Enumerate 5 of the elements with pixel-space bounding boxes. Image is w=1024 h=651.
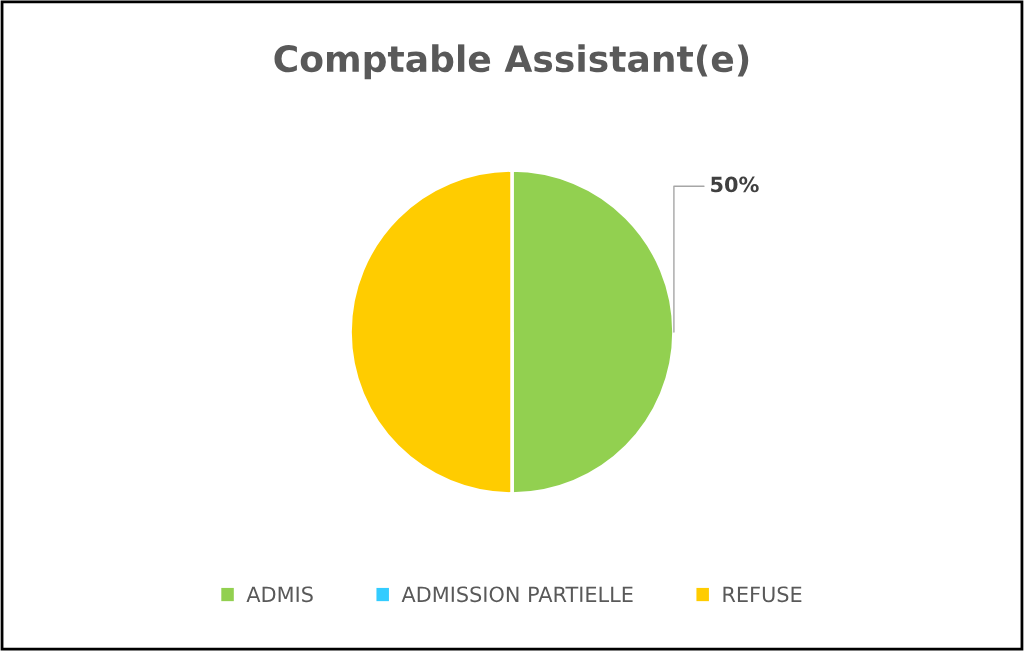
legend-label: ADMISSION PARTIELLE <box>401 586 633 603</box>
data-label: 50% <box>711 176 759 193</box>
legend-label: REFUSE <box>723 586 802 603</box>
legend-label: ADMIS <box>246 586 313 603</box>
chart-title: Comptable Assistant(e) <box>274 44 749 80</box>
